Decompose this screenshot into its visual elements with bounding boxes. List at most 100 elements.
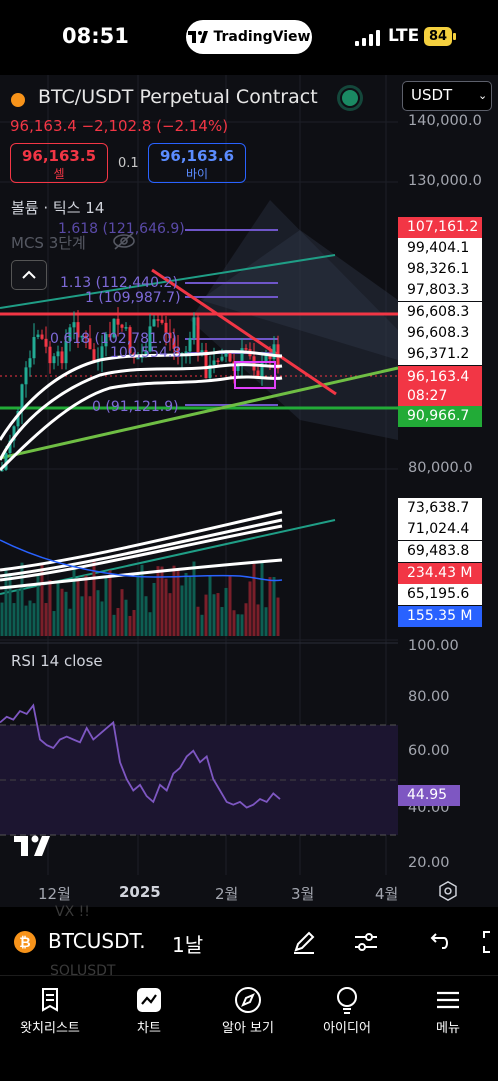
- chart-icon: [137, 988, 161, 1012]
- candle-body: [0, 469, 4, 472]
- target-box: [234, 361, 276, 389]
- volume-bar: [192, 561, 196, 636]
- settings-gear-icon[interactable]: [437, 880, 459, 902]
- rsi-tick: 80.00: [408, 689, 450, 705]
- mcs-indicator-label[interactable]: MCS 3단계: [11, 234, 86, 252]
- indicators-sliders-icon[interactable]: [352, 928, 380, 956]
- candle-body: [60, 351, 64, 364]
- sell-button[interactable]: 96,163.5 셀: [10, 143, 108, 183]
- status-time: 08:51: [62, 24, 129, 48]
- time-tick: 3월: [291, 885, 315, 903]
- candle-body: [212, 360, 216, 365]
- currency-select[interactable]: USDT: [402, 81, 492, 111]
- fib-label: 0 (91,121.9): [92, 399, 179, 415]
- hidden-eye-icon[interactable]: [112, 231, 136, 251]
- undo-icon[interactable]: [424, 928, 452, 956]
- candle-body: [116, 318, 120, 325]
- candle-body: [160, 319, 164, 323]
- nav-label: 메뉴: [436, 1021, 460, 1036]
- price-label: 98,326.1: [398, 259, 482, 280]
- volume-bar: [4, 567, 8, 636]
- symbol-search-button[interactable]: BTCUSDT.: [48, 929, 146, 953]
- nav-label: 알아 보기: [222, 1021, 274, 1036]
- volume-bar: [276, 597, 280, 636]
- candle-body: [40, 334, 44, 339]
- candle-body: [176, 348, 180, 356]
- volume-bar: [144, 596, 148, 636]
- volume-indicator-label[interactable]: 볼륨 · 틱스 14: [11, 199, 105, 217]
- symbol-title[interactable]: BTC/USDT Perpetual Contract: [38, 86, 318, 108]
- volume-bar: [68, 608, 72, 636]
- volume-bar: [132, 610, 136, 636]
- candle-body: [92, 349, 96, 363]
- nav-watchlist[interactable]: 왓치리스트: [5, 985, 95, 1036]
- interval-button[interactable]: 1날: [172, 933, 204, 957]
- price-label: 96,371.2: [398, 344, 482, 365]
- tradingview-pill[interactable]: TradingView: [186, 20, 312, 54]
- time-tick: 2월: [215, 885, 239, 903]
- candle-body: [148, 326, 152, 352]
- nav-ideas[interactable]: 아이디어: [302, 985, 392, 1036]
- volume-bar: [240, 614, 244, 636]
- time-tick: 4월: [375, 885, 399, 903]
- candle-body: [144, 351, 148, 354]
- volume-bar: [104, 577, 108, 636]
- fullscreen-icon[interactable]: [478, 928, 498, 956]
- fib-label: 100,554.8: [110, 345, 182, 361]
- volume-bar: [256, 604, 260, 636]
- volume-bar: [224, 587, 228, 636]
- candle-body: [240, 348, 244, 366]
- volume-bar: [152, 582, 156, 636]
- nav-chart[interactable]: 차트: [104, 985, 194, 1036]
- candle-body: [152, 319, 156, 327]
- nav-explore[interactable]: 알아 보기: [203, 985, 293, 1036]
- tradingview-pill-label: TradingView: [213, 29, 311, 45]
- volume-bar: [216, 593, 220, 636]
- candle-body: [236, 365, 240, 371]
- candle-body: [164, 322, 168, 333]
- time-tick: 12월: [38, 885, 71, 903]
- nav-label: 차트: [137, 1021, 161, 1036]
- candle-body: [68, 327, 72, 341]
- volume-bar: [12, 603, 16, 636]
- buy-button[interactable]: 96,163.6 바이: [148, 143, 246, 183]
- drawing-pen-icon[interactable]: [290, 928, 318, 956]
- volume-bar: [180, 585, 184, 636]
- candle-body: [120, 324, 124, 328]
- fib-label: 1.618 (121,646.9): [58, 221, 185, 237]
- rsi-indicator-label[interactable]: RSI 14 close: [11, 652, 103, 670]
- ghost-text: VX !!: [55, 904, 90, 920]
- collapse-legend-button[interactable]: [11, 260, 47, 290]
- candle-body: [64, 340, 68, 364]
- nav-menu[interactable]: 메뉴: [403, 985, 493, 1036]
- fib-label: 1 (109,987.7): [85, 290, 181, 306]
- volume-bar: [176, 570, 180, 636]
- price-tick: 130,000.0: [408, 173, 482, 189]
- candle-body: [272, 344, 276, 359]
- price-label: 97,803.3: [398, 280, 482, 301]
- lightbulb-icon: [337, 987, 357, 1014]
- volume-bar: [52, 611, 56, 636]
- rsi-tick: 60.00: [408, 743, 450, 759]
- rsi-band: [0, 725, 398, 835]
- rsi-tick: 100.00: [408, 638, 459, 654]
- volume-bar: [184, 572, 188, 636]
- candle-body: [112, 318, 116, 338]
- lower-trend-line: [0, 366, 399, 460]
- volume-label: 234.43 M: [398, 563, 482, 584]
- price-label: 71,024.4: [398, 519, 482, 540]
- buy-label: 바이: [185, 167, 209, 181]
- candle-body: [16, 410, 20, 427]
- mcs-bands: [0, 350, 283, 590]
- price-chart[interactable]: [0, 75, 498, 907]
- volume-bar: [128, 615, 132, 636]
- price-tick: 140,000.0: [408, 113, 482, 129]
- volume-bar: [228, 575, 232, 636]
- candle-body: [84, 335, 88, 339]
- tradingview-watermark-icon: [14, 835, 50, 856]
- candle-body: [268, 354, 272, 359]
- tradingview-logo-icon: [187, 31, 208, 43]
- volume-bar: [0, 602, 4, 636]
- battery-icon: 84: [424, 27, 452, 46]
- volume-bar: [244, 603, 248, 636]
